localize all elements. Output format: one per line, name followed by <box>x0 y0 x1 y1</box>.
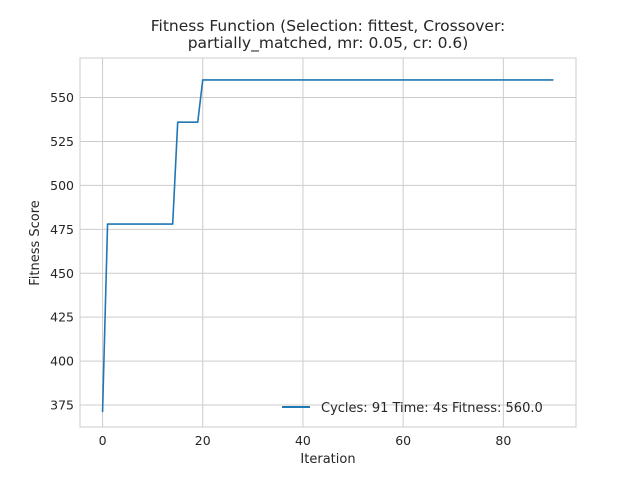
series-group <box>101 79 554 413</box>
x-tick-label: 0 <box>99 433 107 448</box>
y-tick-label: 400 <box>50 354 74 369</box>
series-line <box>101 79 554 413</box>
y-tick-label: 425 <box>50 310 74 325</box>
plot-area-frame <box>79 57 577 428</box>
grid <box>80 58 576 427</box>
legend-entry-label: Cycles: 91 Time: 4s Fitness: 560.0 <box>321 401 543 416</box>
chart-title-line-2: partially_matched, mr: 0.05, cr: 0.6) <box>188 34 469 53</box>
y-axis-label: Fitness Score <box>28 200 43 286</box>
x-tick-label: 20 <box>195 433 211 448</box>
y-tick-label: 550 <box>50 90 74 105</box>
x-tick-label: 80 <box>495 433 511 448</box>
y-tick-label: 500 <box>50 178 74 193</box>
chart-title-line-1: Fitness Function (Selection: fittest, Cr… <box>151 17 506 35</box>
x-tick-label: 40 <box>295 433 311 448</box>
legend: Cycles: 91 Time: 4s Fitness: 560.0 <box>282 401 543 416</box>
x-tick-label: 60 <box>395 433 411 448</box>
y-tick-label: 475 <box>50 222 74 237</box>
x-axis-label: Iteration <box>300 452 355 467</box>
y-tick-label: 525 <box>50 134 74 149</box>
y-tick-label: 450 <box>50 266 74 281</box>
tick-labels: 0 20 40 60 80 375 400 425 450 475 500 525 550 <box>50 90 511 448</box>
y-tick-label: 375 <box>50 398 74 413</box>
